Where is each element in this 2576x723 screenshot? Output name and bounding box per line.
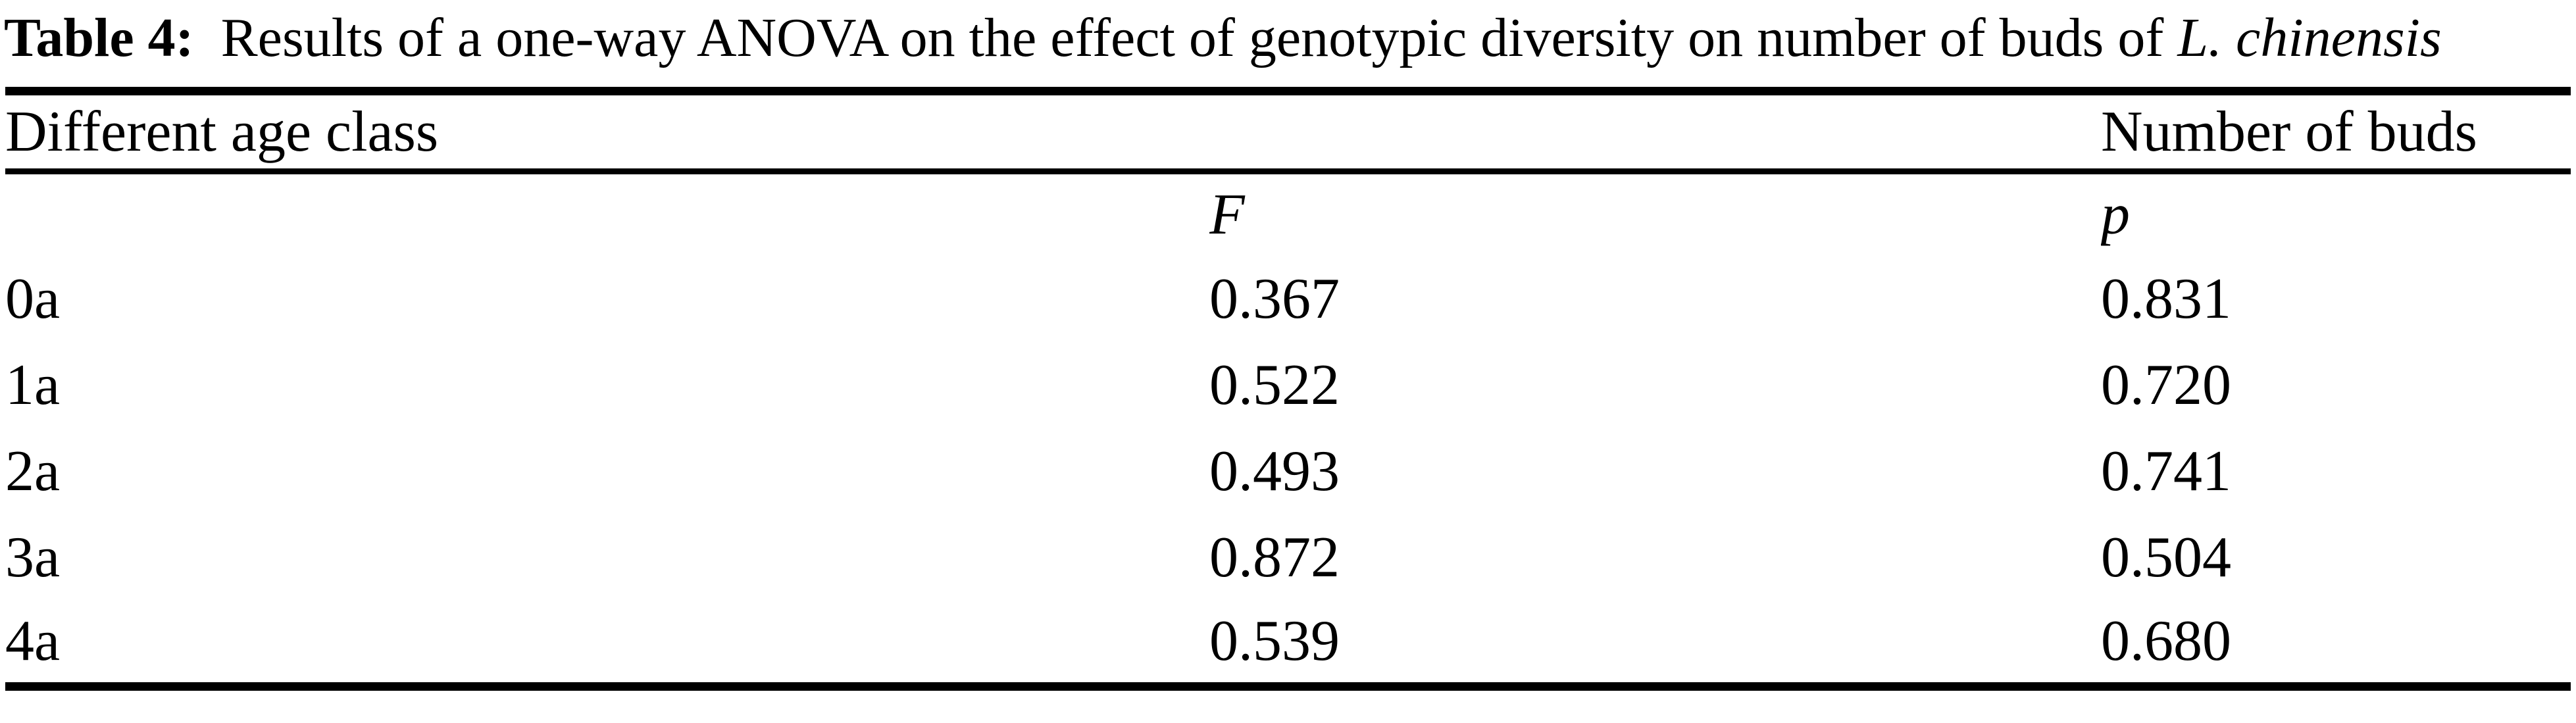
p-value-cell: 0.741: [2101, 439, 2231, 503]
age-class-cell: 2a: [5, 439, 61, 503]
table-row: 0a 0.367 0.831: [5, 256, 2571, 342]
table-number-label: Table 4:: [4, 7, 194, 68]
age-class-cell: 3a: [5, 525, 61, 589]
age-class-cell: 0a: [5, 266, 61, 331]
table-row: 2a 0.493 0.741: [5, 428, 2571, 514]
subheader-p: p: [2101, 183, 2130, 247]
table-row: 3a 0.872 0.504: [5, 514, 2571, 601]
p-value-cell: 0.720: [2101, 353, 2231, 417]
f-value-cell: 0.539: [1209, 609, 1340, 674]
header-number-of-buds: Number of buds: [2101, 100, 2477, 164]
f-value-cell: 0.872: [1209, 525, 1340, 589]
subheader-row: F p: [5, 172, 2571, 256]
subheader-f: F: [1209, 183, 1245, 247]
p-value-cell: 0.504: [2101, 525, 2231, 589]
subheader-spacer: [5, 172, 1209, 256]
header-row: Different age class Number of buds: [5, 91, 2571, 172]
table-row: 1a 0.522 0.720: [5, 342, 2571, 428]
anova-results-table: Different age class Number of buds F p 0…: [5, 87, 2571, 691]
p-value-cell: 0.831: [2101, 266, 2231, 331]
table-caption: Table 4: Results of a one-way ANOVA on t…: [0, 0, 2576, 78]
p-value-cell: 0.680: [2101, 609, 2231, 674]
table-row: 4a 0.539 0.680: [5, 601, 2571, 687]
header-age-class: Different age class: [5, 100, 439, 164]
f-value-cell: 0.522: [1209, 353, 1340, 417]
caption-text: Results of a one-way ANOVA on the effect…: [220, 7, 2164, 68]
species-name: L. chinensis: [2177, 7, 2442, 68]
age-class-cell: 1a: [5, 353, 61, 417]
header-spacer: [1209, 91, 2101, 172]
f-value-cell: 0.493: [1209, 439, 1340, 503]
f-value-cell: 0.367: [1209, 266, 1340, 331]
age-class-cell: 4a: [5, 609, 61, 674]
